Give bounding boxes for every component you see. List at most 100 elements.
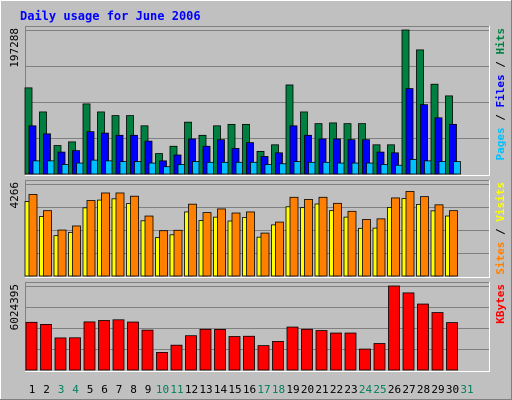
bar-sites [260, 232, 270, 277]
bar-kbytes [54, 337, 67, 371]
bar-pages [264, 164, 273, 175]
bar-sites [362, 219, 371, 277]
bar-pages [351, 162, 360, 175]
bar-pages [47, 160, 55, 175]
x-tick-label: 2 [43, 383, 50, 396]
x-tick-label: 7 [116, 383, 123, 396]
bar-kbytes [257, 345, 270, 371]
series-label-part: / [494, 108, 507, 128]
x-tick-label: 12 [185, 383, 198, 396]
x-tick-label: 27 [402, 383, 415, 396]
bar-kbytes [301, 328, 313, 371]
bar-sites [115, 192, 125, 277]
bar-kbytes [243, 335, 255, 371]
bar-kbytes [359, 348, 371, 371]
bar-pages [366, 162, 374, 175]
bar-kbytes [286, 326, 299, 371]
bar-pages [438, 161, 447, 175]
bar-pages [380, 164, 389, 175]
bar-kbytes [388, 285, 400, 371]
x-tick-label: 18 [272, 383, 285, 396]
x-tick-label: 31 [460, 383, 473, 396]
bar-pages [61, 164, 70, 175]
bar-kbytes [446, 322, 458, 371]
x-axis-labels: 1 2 3 4 5 6 7 8 9 10 11 12 13 14 15 16 17 18 19 20 21 22 23 24 2… [29, 383, 474, 396]
bar-sites [376, 218, 386, 277]
bar-pages [337, 162, 345, 175]
bar-pages [409, 159, 418, 175]
series-axis-label: Sites / Visits [494, 182, 507, 275]
x-tick-label: 22 [330, 383, 343, 396]
bar-kbytes [373, 343, 386, 371]
bar-pages [177, 164, 186, 175]
bar-pages [308, 161, 316, 175]
bar-sites [318, 196, 328, 277]
series-axis-label: Pages / Files / Hits [494, 28, 507, 161]
bar-sites [231, 212, 241, 277]
x-tick-label: 16 [243, 383, 256, 396]
series-label-part: KBytes [494, 284, 507, 324]
panel-1: 197288 Pages / Files / Hits [8, 26, 507, 176]
bar-pages [322, 161, 331, 175]
panel-2: 4266 Sites / Visits [8, 180, 507, 278]
bar-sites [289, 196, 299, 277]
y-max-label: 197288 [8, 28, 21, 68]
bar-sites [304, 199, 313, 277]
bar-files [86, 131, 95, 175]
bar-files [434, 117, 443, 175]
bar-pages [32, 160, 41, 175]
bar-files [304, 134, 312, 175]
bar-sites [72, 225, 81, 277]
bar-sites [434, 204, 444, 277]
bar-pages [453, 161, 461, 175]
x-tick-label: 13 [199, 383, 212, 396]
bar-files [391, 152, 399, 175]
x-tick-label: 23 [344, 383, 357, 396]
bar-pages [424, 160, 432, 175]
series-label-part: Files [494, 74, 507, 107]
bar-files [420, 104, 428, 175]
bar-files [376, 151, 385, 175]
x-tick-label: 20 [301, 383, 314, 396]
bar-files [57, 151, 66, 175]
x-tick-label: 26 [388, 383, 401, 396]
bar-files [318, 138, 327, 175]
bar-kbytes [69, 337, 81, 371]
series-label-part: / [494, 55, 507, 75]
bar-files [144, 140, 153, 175]
series-label-part: Hits [494, 28, 507, 55]
series-label-part: Pages [494, 127, 507, 160]
bar-files [217, 139, 225, 175]
x-tick-label: 29 [431, 383, 444, 396]
bar-files [405, 88, 414, 175]
x-tick-label: 5 [87, 383, 94, 396]
bar-sites [275, 221, 284, 277]
bar-pages [395, 164, 403, 175]
bar-files [333, 138, 341, 175]
bar-pages [250, 161, 258, 175]
bar-pages [235, 161, 244, 175]
bar-pages [76, 162, 84, 175]
x-tick-label: 14 [214, 383, 228, 396]
bar-files [202, 145, 211, 175]
bar-files [115, 134, 124, 175]
x-tick-label: 21 [315, 383, 328, 396]
x-tick-label: 6 [101, 383, 108, 396]
bar-sites [130, 195, 139, 277]
x-tick-label: 28 [417, 383, 430, 396]
bar-sites [333, 202, 342, 277]
x-tick-label: 10 [156, 383, 169, 396]
bar-pages [148, 162, 157, 175]
bar-files [449, 123, 457, 175]
bar-kbytes [417, 303, 429, 371]
y-max-label: 6024395 [8, 284, 21, 330]
x-tick-label: 17 [257, 383, 270, 396]
bar-kbytes [199, 328, 212, 371]
panel-3: 6024395 KBytes [8, 282, 507, 372]
bar-kbytes [344, 332, 357, 371]
bar-sites [86, 200, 96, 277]
chart-panels: 197288 Pages / Files / Hits 4266 Sites / Vi… [8, 26, 507, 372]
x-tick-label: 9 [145, 383, 152, 396]
bar-kbytes [402, 292, 415, 371]
bar-files [246, 142, 254, 175]
